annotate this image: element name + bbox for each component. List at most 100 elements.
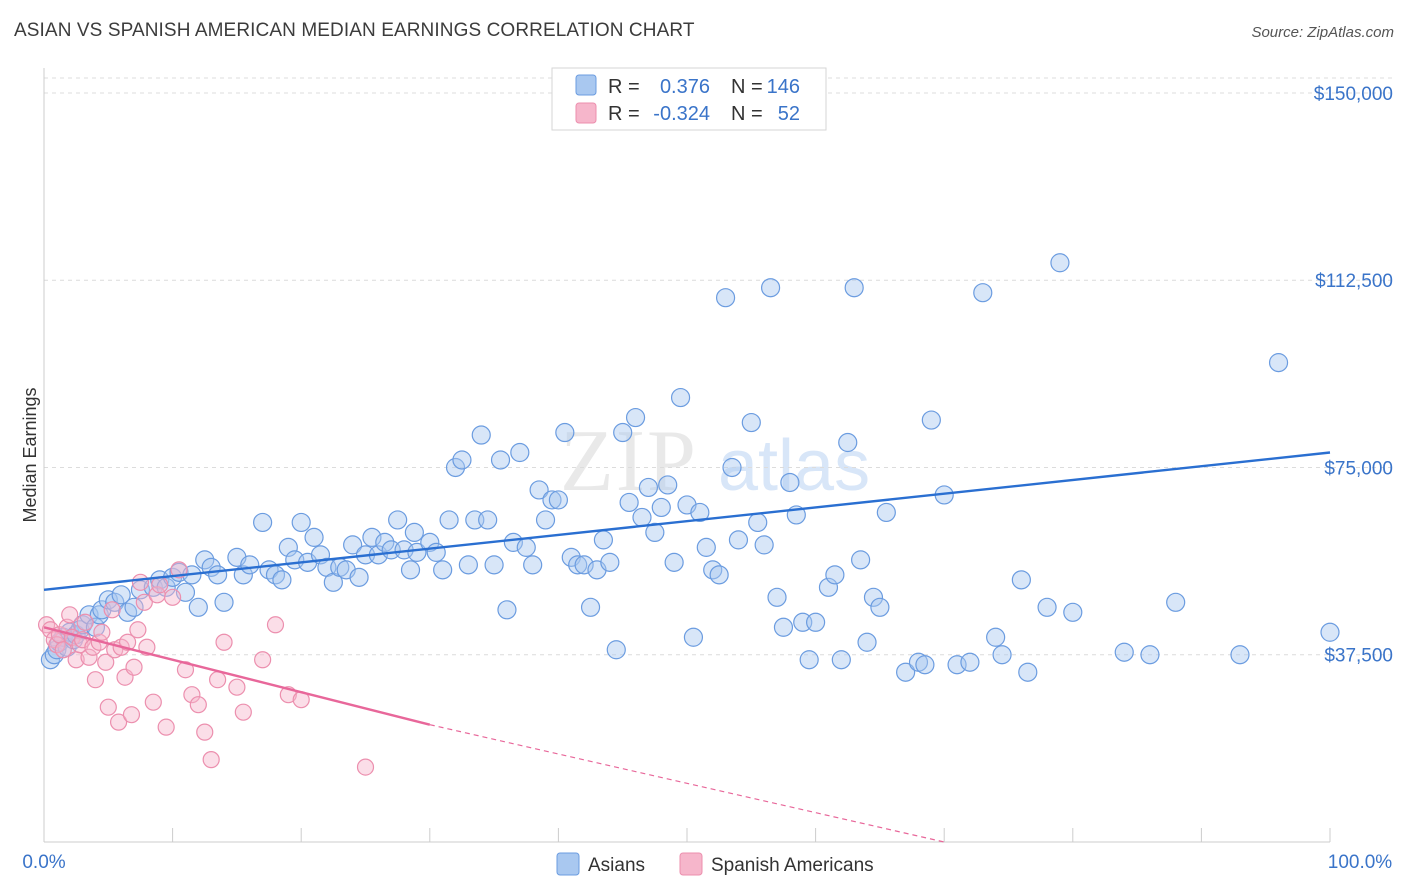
data-point bbox=[97, 653, 115, 671]
legend-swatch-spanish bbox=[575, 102, 597, 124]
data-point bbox=[484, 555, 504, 575]
data-point bbox=[458, 555, 478, 575]
data-point bbox=[1268, 353, 1289, 373]
data-point bbox=[1140, 645, 1160, 665]
source-label: Source: ZipAtlas.com bbox=[1251, 24, 1394, 41]
data-point bbox=[580, 597, 601, 617]
data-point bbox=[233, 565, 253, 585]
watermark-atlas: atlas bbox=[718, 426, 870, 506]
data-point bbox=[1018, 662, 1038, 682]
data-point bbox=[343, 535, 363, 555]
data-point bbox=[388, 510, 408, 530]
legend-swatch-asians bbox=[575, 74, 597, 96]
data-point bbox=[915, 655, 935, 675]
data-point bbox=[93, 623, 111, 641]
data-point bbox=[568, 555, 588, 575]
data-point bbox=[651, 497, 671, 518]
data-point bbox=[144, 693, 162, 711]
data-point bbox=[780, 472, 800, 493]
data-point bbox=[921, 410, 941, 430]
data-point bbox=[709, 565, 729, 585]
data-point bbox=[99, 698, 117, 716]
y-axis-label: Median Earnings bbox=[20, 387, 40, 522]
bottom-legend-label-spanish: Spanish Americans bbox=[711, 855, 874, 876]
data-point bbox=[278, 537, 298, 557]
trend-line-asians bbox=[43, 451, 1331, 592]
x-tick-label-min: 0.0% bbox=[22, 852, 65, 873]
data-point bbox=[632, 507, 652, 528]
data-point bbox=[754, 535, 774, 555]
legend-r-value-spanish: -0.324 bbox=[653, 103, 710, 125]
data-point bbox=[272, 570, 292, 590]
data-point bbox=[129, 621, 147, 639]
data-point bbox=[135, 593, 153, 611]
data-point bbox=[838, 432, 858, 453]
data-point bbox=[202, 751, 220, 769]
data-point bbox=[1011, 570, 1031, 590]
data-point bbox=[1050, 253, 1070, 273]
data-point bbox=[164, 588, 182, 606]
data-point bbox=[625, 407, 646, 428]
data-point bbox=[760, 278, 781, 298]
data-point bbox=[407, 542, 427, 562]
x-tick-label-max: 100.0% bbox=[1328, 852, 1393, 873]
bottom-legend-swatch-asians bbox=[556, 852, 580, 876]
data-point bbox=[619, 492, 639, 513]
page-title: ASIAN VS SPANISH AMERICAN MEDIAN EARNING… bbox=[14, 20, 695, 41]
data-point bbox=[400, 560, 421, 580]
series-asians bbox=[40, 253, 1340, 682]
data-point bbox=[490, 450, 511, 470]
data-point bbox=[80, 648, 98, 666]
data-point bbox=[857, 632, 877, 652]
data-point bbox=[696, 537, 716, 557]
data-point bbox=[124, 597, 144, 617]
data-point bbox=[1230, 645, 1250, 665]
y-tick-label: $112,500 bbox=[1315, 271, 1393, 292]
data-point bbox=[658, 475, 678, 495]
legend-n-value-asians: 146 bbox=[767, 76, 800, 98]
y-tick-label: $150,000 bbox=[1314, 84, 1393, 105]
data-point bbox=[503, 532, 523, 552]
data-point bbox=[215, 633, 233, 651]
data-point bbox=[349, 567, 369, 587]
data-point bbox=[606, 640, 626, 660]
data-point bbox=[420, 532, 440, 552]
data-point bbox=[375, 532, 395, 552]
data-point bbox=[960, 652, 980, 672]
data-point bbox=[228, 678, 246, 696]
data-point bbox=[805, 612, 826, 632]
data-point bbox=[529, 480, 549, 500]
data-point bbox=[574, 555, 594, 575]
data-point bbox=[593, 530, 614, 550]
data-point bbox=[445, 457, 466, 478]
data-point bbox=[266, 616, 285, 634]
x-tick-marks bbox=[172, 828, 1331, 842]
data-point bbox=[767, 587, 787, 607]
data-point bbox=[291, 512, 311, 533]
data-point bbox=[799, 650, 819, 670]
y-tick-label: $37,500 bbox=[1324, 646, 1393, 667]
data-point bbox=[831, 650, 851, 670]
data-point bbox=[208, 565, 228, 585]
data-point bbox=[870, 597, 890, 617]
data-point bbox=[176, 661, 195, 679]
data-point bbox=[670, 387, 691, 408]
data-point bbox=[992, 645, 1012, 665]
data-point bbox=[356, 758, 375, 776]
data-point bbox=[76, 613, 94, 631]
data-point bbox=[600, 552, 620, 572]
data-point bbox=[214, 592, 234, 612]
data-point bbox=[183, 686, 201, 704]
y-tick-labels: $37,500 $75,000 $112,500 $150,000 bbox=[1314, 84, 1393, 667]
legend-box: R = 0.376 N = 146 R = -0.324 N = 52 bbox=[551, 67, 827, 131]
data-point bbox=[86, 671, 105, 689]
data-point bbox=[690, 502, 710, 523]
data-point bbox=[478, 510, 498, 530]
data-point bbox=[195, 550, 215, 570]
data-point bbox=[1320, 622, 1340, 642]
data-point bbox=[240, 555, 260, 575]
data-point bbox=[452, 450, 472, 470]
data-point bbox=[253, 512, 273, 533]
data-point bbox=[109, 713, 128, 731]
data-point bbox=[157, 718, 175, 736]
